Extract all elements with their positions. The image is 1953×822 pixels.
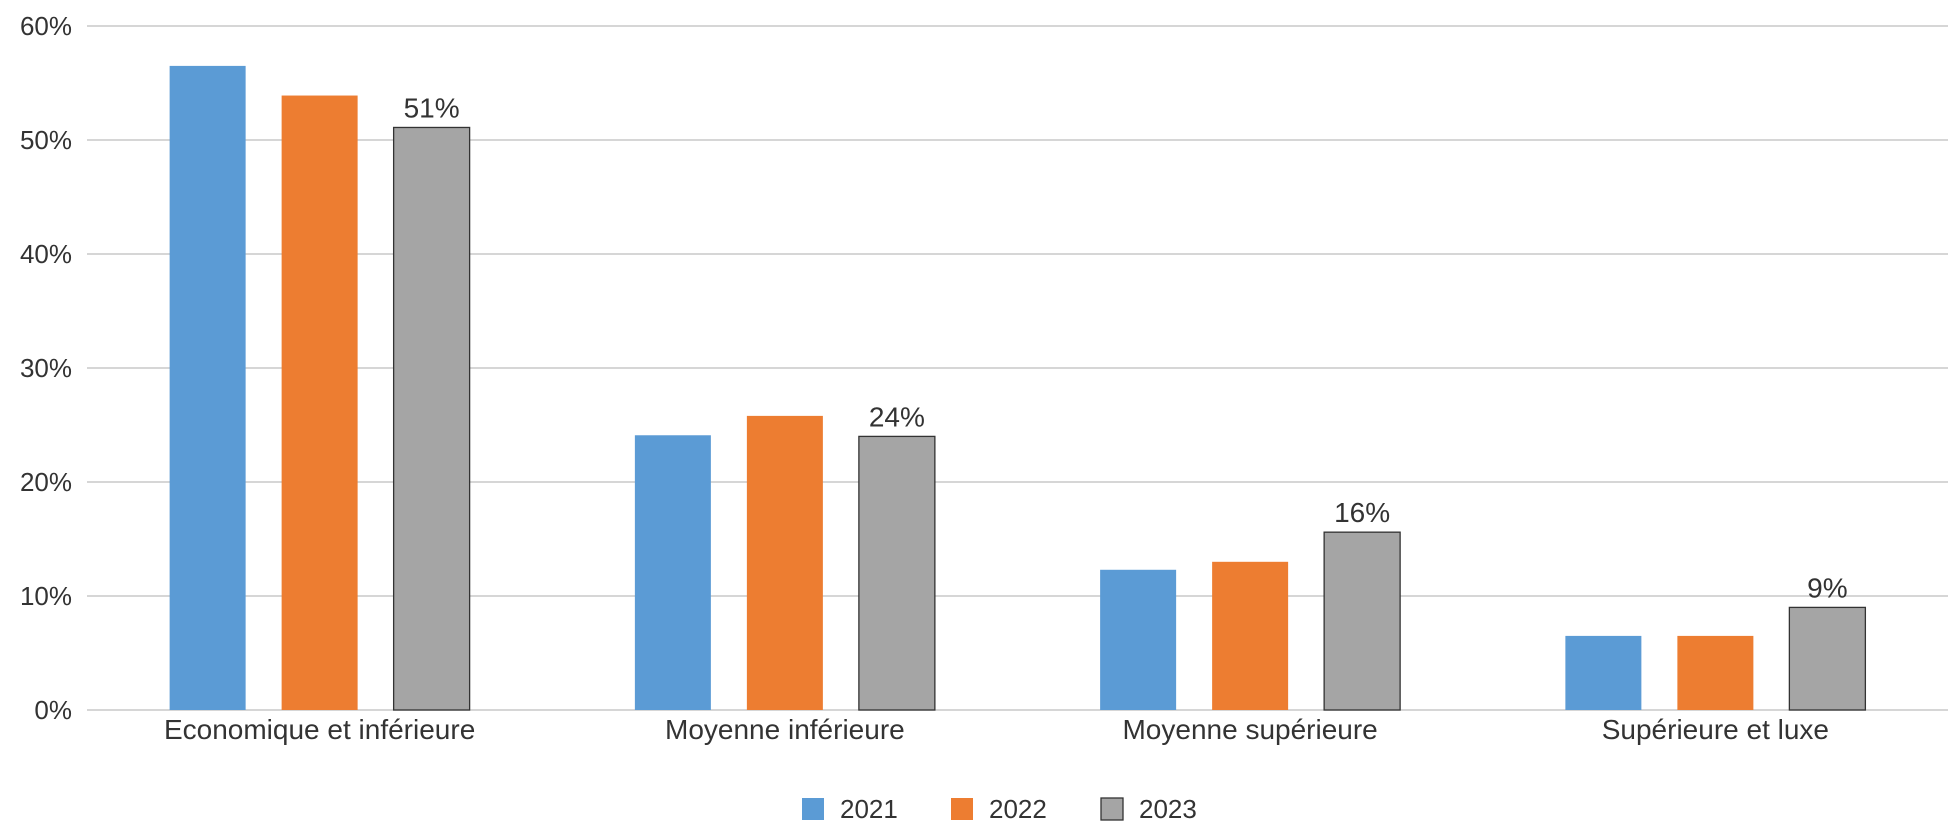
data-label: 24% [869,401,925,432]
legend-swatch-2022 [951,798,973,820]
bar-2023 [1323,531,1401,711]
legend-label: 2023 [1139,794,1197,822]
bar-2023 [858,435,936,711]
bar-2022 [746,415,823,710]
y-tick-label: 30% [20,353,72,383]
bar-2021 [1100,569,1177,710]
legend: 2021 2022 2023 [802,794,1197,822]
bar-2021 [169,65,246,710]
bar-2023 [392,126,471,711]
data-label: 51% [404,92,460,123]
bar-2021 [1565,635,1642,710]
y-tick-label: 0% [34,695,72,725]
legend-label: 2022 [989,794,1047,822]
bar-2022 [1212,561,1289,710]
category-label: Economique et inférieure [164,714,475,745]
y-axis-ticks: 0% 10% 20% 30% 40% 50% 60% [20,11,72,725]
bar-2021 [634,435,711,710]
legend-label: 2021 [840,794,898,822]
bar-2022 [1677,635,1754,710]
gridlines [87,25,1948,711]
y-tick-label: 20% [20,467,72,497]
y-tick-label: 10% [20,581,72,611]
category-labels: Economique et inférieure Moyenne inférieu… [164,714,1829,745]
legend-swatch-2021 [802,798,824,820]
bar-2022 [281,95,358,711]
bar-2023 [1788,606,1867,711]
y-tick-label: 50% [20,125,72,155]
category-label: Moyenne supérieure [1122,714,1377,745]
legend-swatch-2023 [1100,797,1124,821]
y-tick-label: 60% [20,11,72,41]
data-label: 9% [1807,572,1847,603]
category-label: Supérieure et luxe [1602,714,1829,745]
category-label: Moyenne inférieure [665,714,905,745]
y-tick-label: 40% [20,239,72,269]
data-label: 16% [1334,497,1390,528]
bars [169,65,1867,711]
data-labels: 51% 24% 16% 9% [404,92,1848,603]
